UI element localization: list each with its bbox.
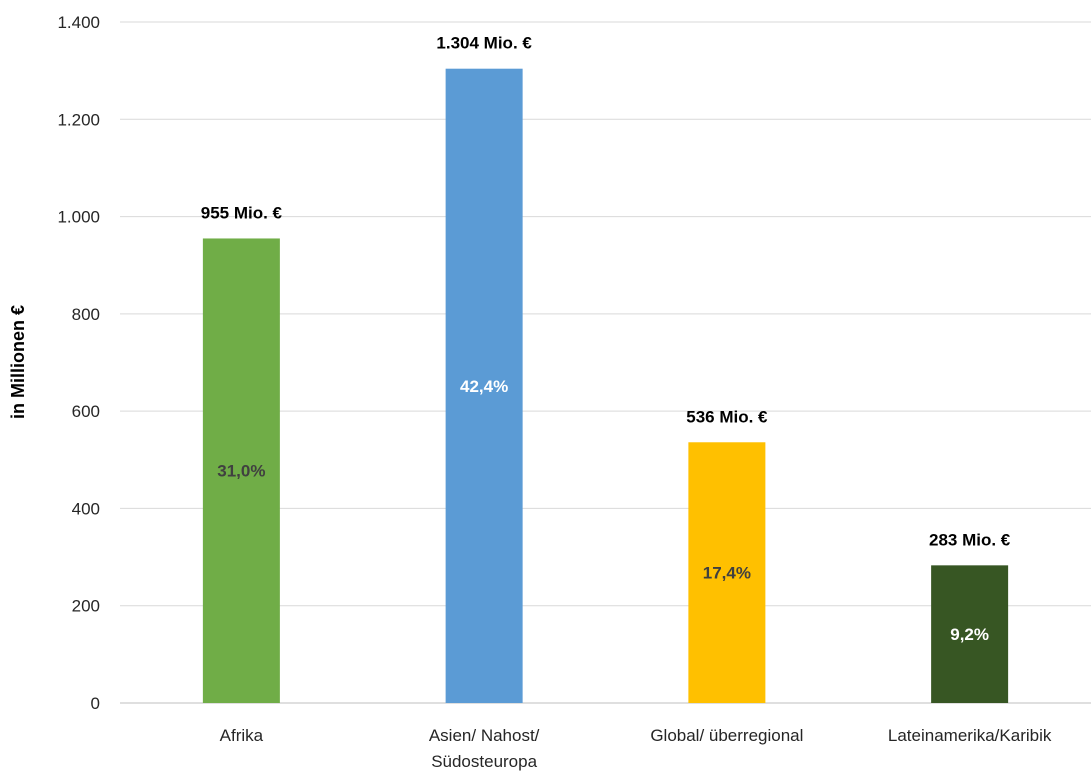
- grid-lines: [120, 21, 1091, 704]
- y-tick-label: 0: [91, 694, 100, 713]
- x-category-label: Afrika: [220, 726, 264, 745]
- value-label: 536 Mio. €: [686, 407, 768, 426]
- share-label: 42,4%: [460, 377, 508, 396]
- y-tick-label: 200: [72, 597, 100, 616]
- x-category-label: Global/ überregional: [650, 726, 803, 745]
- x-category-label: Asien/ Nahost/: [429, 726, 540, 745]
- data-labels: 955 Mio. € 31,0% 1.304 Mio. € 42,4% 536 Mio.…: [201, 34, 1011, 644]
- bar: [688, 442, 766, 703]
- y-tick-label: 600: [72, 402, 100, 421]
- y-tick-label: 1.200: [57, 110, 100, 129]
- x-axis-categories: Afrika Asien/ Nahost/Südosteuropa Global/ …: [220, 726, 1052, 771]
- share-label: 9,2%: [950, 625, 989, 644]
- x-category-label: Lateinamerika/Karibik: [888, 726, 1052, 745]
- y-tick-label: 1.400: [57, 13, 100, 32]
- y-axis-label: in Millionen €: [8, 305, 28, 419]
- bar: [931, 565, 1009, 703]
- value-label: 955 Mio. €: [201, 203, 283, 222]
- share-label: 31,0%: [217, 462, 265, 481]
- y-tick-label: 400: [72, 499, 100, 518]
- y-axis-ticks: 0 200 400 600 800 1.000 1.200 1.400: [57, 13, 100, 713]
- value-label: 283 Mio. €: [929, 530, 1011, 549]
- y-tick-label: 800: [72, 305, 100, 324]
- share-label: 17,4%: [703, 564, 751, 583]
- bars: [202, 68, 1009, 704]
- y-tick-label: 1.000: [57, 208, 100, 227]
- bar: [445, 68, 523, 703]
- value-label: 1.304 Mio. €: [436, 34, 532, 53]
- x-category-label: Südosteuropa: [431, 752, 537, 771]
- bar: [202, 238, 280, 704]
